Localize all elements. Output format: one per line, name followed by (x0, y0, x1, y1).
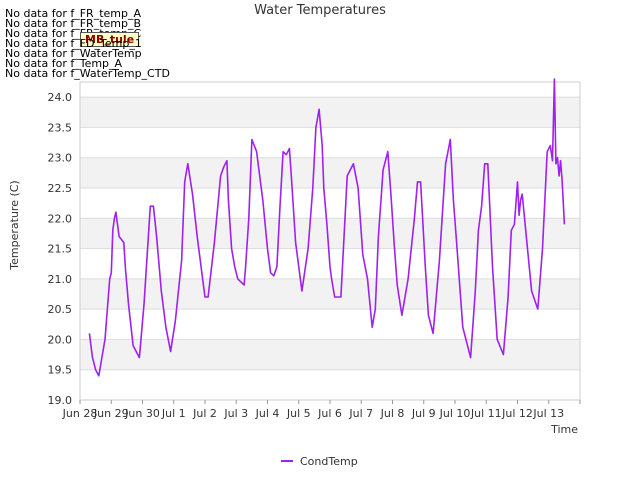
y-tick-label: 21.0 (48, 273, 73, 286)
legend-label-condtemp: CondTemp (300, 455, 358, 468)
x-tick-label: Jul 8 (380, 407, 405, 420)
plot-band (80, 218, 580, 249)
y-tick-label: 24.0 (48, 91, 73, 104)
x-tick-label: Jun 28 (62, 407, 98, 420)
plot-band (80, 339, 580, 370)
y-axis-label: Temperature (C) (8, 180, 21, 270)
x-tick-label: Jul 9 (411, 407, 436, 420)
plot-band (80, 97, 580, 128)
x-axis-label: Time (550, 423, 578, 436)
x-tick-label: Jul 3 (223, 407, 248, 420)
legend: CondTemp (281, 455, 358, 468)
x-tick-label: Jul 6 (317, 407, 342, 420)
no-data-message: No data for f_WaterTemp (5, 47, 142, 60)
no-data-message: No data for f_WaterTemp_CTD (5, 67, 170, 80)
x-tick-label: Jun 29 (93, 407, 129, 420)
no-data-message: No data for f_FR_temp_A (5, 7, 141, 20)
y-tick-label: 23.5 (48, 121, 73, 134)
x-tick-label: Jun 30 (124, 407, 160, 420)
plot-band (80, 278, 580, 310)
x-tick-label: Jul 10 (439, 407, 471, 420)
x-tick-label: Jul 11 (470, 407, 502, 420)
x-tick-label: Jul 13 (532, 407, 564, 420)
y-tick-label: 19.5 (48, 364, 73, 377)
x-tick-label: Jul 5 (286, 407, 311, 420)
y-axis: 19.0 19.5 20.0 20.5 21.0 21.5 22.0 22.5 23.0 23.5… (48, 91, 73, 407)
no-data-message: No data for f_FR_temp_C (5, 27, 142, 40)
x-tick-label: Jul 1 (161, 407, 186, 420)
plot-bands (80, 97, 580, 370)
y-tick-label: 22.5 (48, 182, 73, 195)
no-data-message: No data for f_FD_Temp_1 (5, 37, 142, 50)
series-line-condtemp (88, 78, 566, 377)
y-tick-label: 21.5 (48, 243, 73, 256)
y-tick-label: 20.0 (48, 333, 73, 346)
chart-title: Water Temperatures (254, 3, 386, 18)
site-badge[interactable]: MB_tule (80, 32, 140, 47)
no-data-message: No data for f_FR_temp_B (5, 17, 142, 30)
x-tick-label: Jul 4 (255, 407, 280, 420)
x-tick-label: Jul 7 (348, 407, 373, 420)
x-tick-label: Jul 12 (501, 407, 533, 420)
x-tick-label: Jul 2 (192, 407, 217, 420)
y-tick-label: 23.0 (48, 152, 73, 165)
y-tick-label: 20.5 (48, 303, 73, 316)
y-tick-label: 22.0 (48, 212, 73, 225)
y-tick-label: 19.0 (48, 394, 73, 407)
no-data-message: No data for f_Temp_A (5, 57, 123, 70)
plot-band (80, 157, 580, 188)
